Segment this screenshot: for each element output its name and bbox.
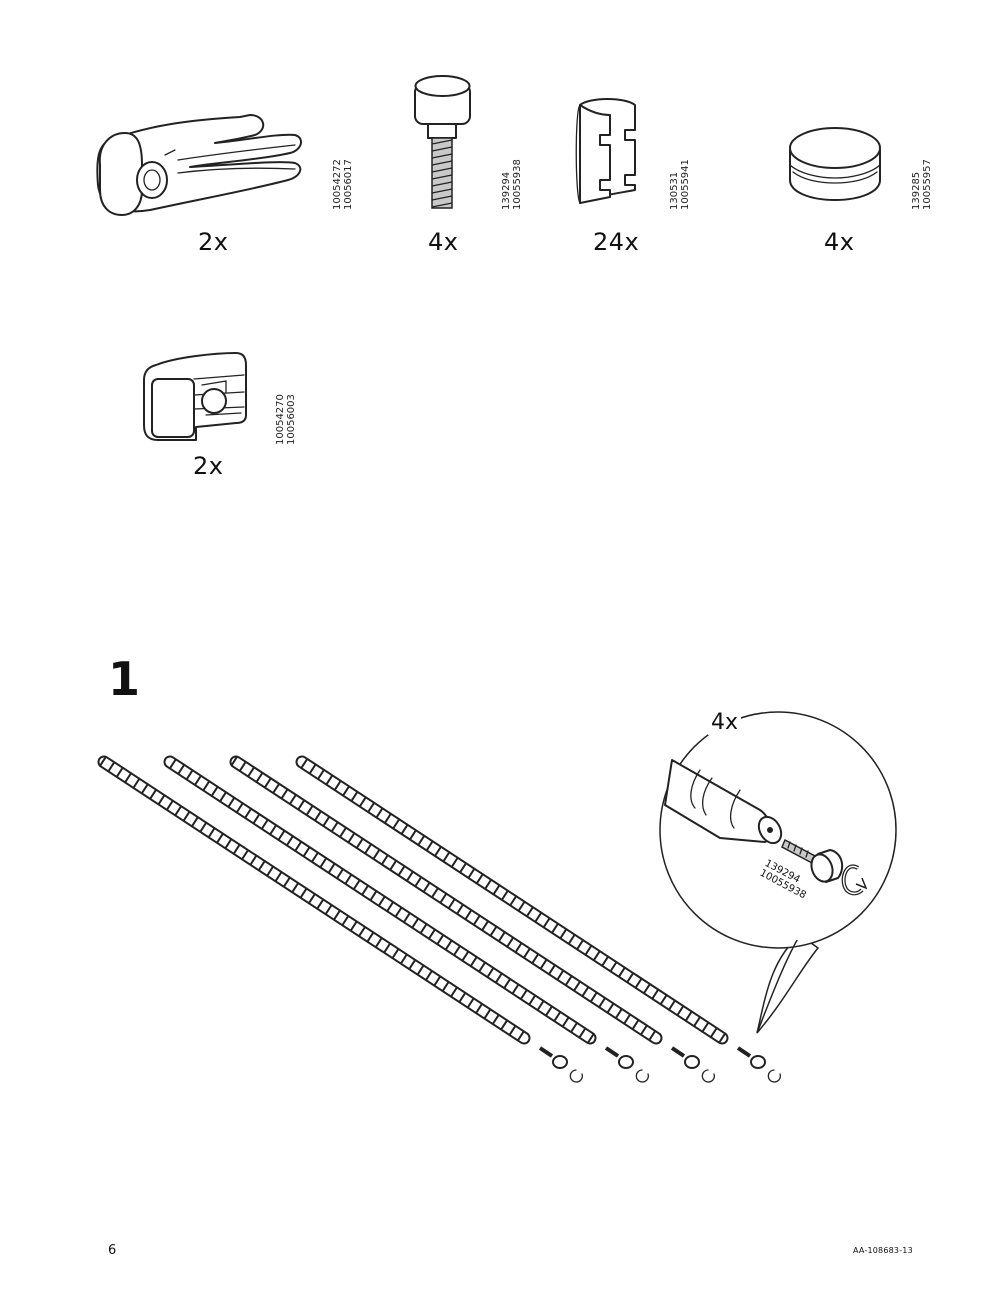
part-1-qty: 2x [198,228,229,256]
sleeve-clip-icon [575,98,636,204]
detail-qty: 4x [708,710,742,735]
round-cap-icon [789,127,881,201]
pole-3 [229,755,663,1045]
detail-callout [659,711,897,1034]
pole-2 [163,755,597,1045]
document-code: AA-108683-13 [853,1246,913,1255]
bracket-clip-icon [143,352,247,441]
part-4-qty: 4x [824,228,855,256]
pole-4 [295,755,729,1045]
page-number: 6 [108,1243,117,1258]
step-number: 1 [108,652,141,706]
clamp-icon [96,114,302,216]
screw-knob-icon [414,75,471,209]
part-2-qty: 4x [428,228,459,256]
part-5-qty: 2x [193,452,224,480]
pole-end-parts [538,1046,781,1083]
pole-1 [97,755,531,1045]
part-3-qty: 24x [593,228,640,256]
